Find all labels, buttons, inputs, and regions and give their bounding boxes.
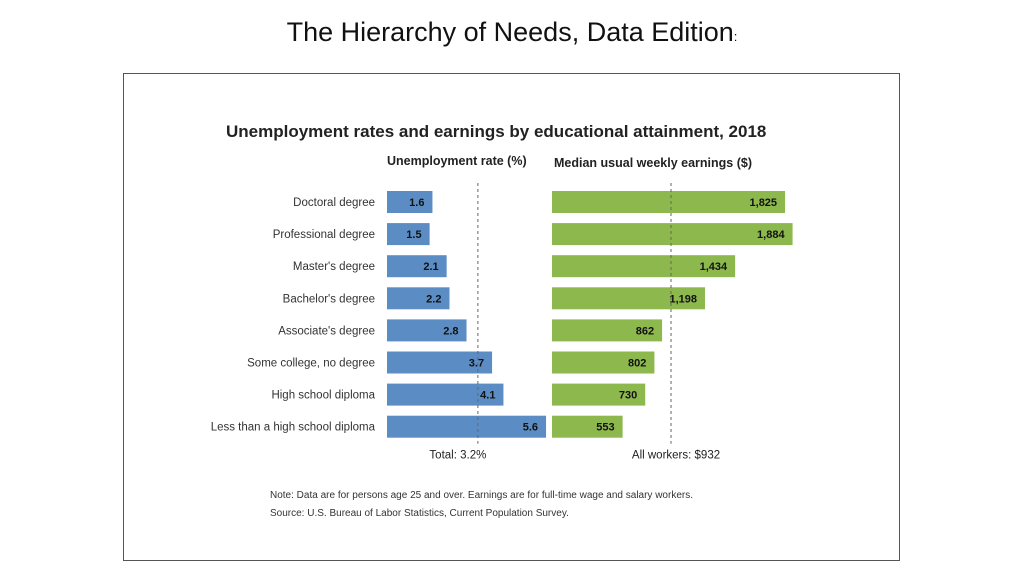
unemployment-bar (387, 255, 447, 278)
earnings-value-label: 553 (596, 422, 614, 434)
unemployment-value-label: 2.1 (423, 261, 438, 273)
earnings-reference-label: All workers: $932 (632, 450, 720, 462)
category-label: Associate's degree (278, 325, 375, 337)
unemployment-value-label: 3.7 (469, 358, 484, 370)
earnings-bar (552, 415, 623, 438)
earnings-bar (552, 351, 655, 374)
earnings-value-label: 1,884 (757, 229, 785, 241)
unemployment-bar (387, 223, 430, 246)
unemployment-value-label: 5.6 (523, 422, 538, 434)
earnings-bar (552, 319, 663, 342)
slide-title-suffix: : (733, 29, 738, 44)
earnings-value-label: 1,198 (669, 293, 697, 305)
chart-frame: Unemployment rates and earnings by educa… (123, 73, 900, 561)
unemployment-value-label: 4.1 (480, 390, 495, 402)
earnings-value-label: 1,434 (700, 261, 728, 273)
unemployment-bar (387, 351, 493, 374)
chart-svg: Unemployment rates and earnings by educa… (211, 122, 793, 519)
slide-title-text: The Hierarchy of Needs, Data Edition (286, 17, 734, 47)
earnings-value-label: 730 (619, 390, 637, 402)
unemployment-reference-label: Total: 3.2% (429, 450, 486, 462)
unemployment-value-label: 1.5 (406, 229, 421, 241)
earnings-bar (552, 383, 646, 406)
unemployment-bar (387, 287, 450, 310)
slide-title: The Hierarchy of Needs, Data Edition: (0, 17, 1024, 48)
category-label: Professional degree (273, 229, 375, 241)
category-label: Bachelor's degree (283, 293, 375, 305)
earnings-bar (552, 191, 786, 213)
chart-source: Source: U.S. Bureau of Labor Statistics,… (270, 508, 569, 519)
earnings-panel-header: Median usual weekly earnings ($) (554, 156, 752, 170)
earnings-value-label: 862 (636, 325, 654, 337)
chart-title: Unemployment rates and earnings by educa… (226, 122, 766, 141)
chart-note: Note: Data are for persons age 25 and ov… (270, 490, 693, 501)
earnings-bar (552, 287, 705, 310)
earnings-bar (552, 223, 793, 246)
unemployment-bar (387, 383, 504, 406)
category-label: Doctoral degree (293, 197, 375, 209)
category-label: High school diploma (271, 390, 375, 402)
category-label: Master's degree (293, 261, 375, 273)
earnings-value-label: 802 (628, 358, 646, 370)
earnings-bar (552, 255, 736, 278)
unemployment-value-label: 2.8 (443, 325, 458, 337)
unemployment-value-label: 2.2 (426, 293, 441, 305)
earnings-value-label: 1,825 (750, 197, 778, 209)
unemployment-bar (387, 191, 433, 213)
unemployment-value-label: 1.6 (409, 197, 424, 209)
category-label: Some college, no degree (247, 358, 375, 370)
category-label: Less than a high school diploma (211, 422, 376, 434)
unemployment-bar (387, 415, 547, 438)
unemployment-bar (387, 319, 467, 342)
unemployment-panel-header: Unemployment rate (%) (387, 154, 527, 168)
